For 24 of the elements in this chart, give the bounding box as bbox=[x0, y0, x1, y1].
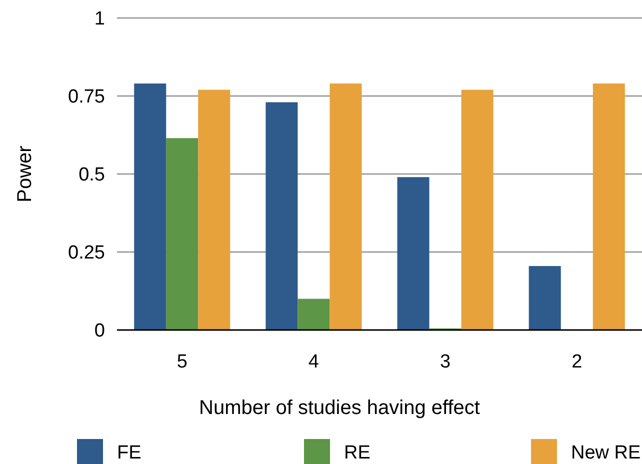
x-axis-title: Number of studies having effect bbox=[199, 397, 480, 419]
y-tick-label: 0.75 bbox=[68, 86, 105, 108]
y-tick-label: 0.5 bbox=[78, 164, 105, 186]
bar bbox=[198, 90, 230, 330]
y-axis-title: Power bbox=[14, 145, 36, 202]
legend-label: RE bbox=[344, 442, 370, 464]
bar bbox=[461, 90, 494, 330]
bar bbox=[134, 84, 166, 330]
x-tick-label: 4 bbox=[308, 352, 320, 373]
bar bbox=[592, 84, 625, 330]
bar bbox=[166, 138, 198, 330]
bar bbox=[528, 266, 561, 330]
bar bbox=[298, 298, 330, 330]
legend-label: New RE bbox=[571, 442, 641, 464]
y-tick-label: 1 bbox=[94, 8, 105, 30]
y-tick-label: 0.25 bbox=[68, 242, 105, 264]
y-tick-label: 0 bbox=[94, 320, 105, 342]
bar bbox=[330, 84, 362, 330]
x-tick-label: 3 bbox=[440, 352, 451, 373]
x-tick-label: 5 bbox=[176, 352, 188, 373]
bar bbox=[397, 177, 430, 330]
legend-label: FE bbox=[117, 442, 142, 464]
x-tick-label: 2 bbox=[572, 352, 582, 373]
bar bbox=[266, 102, 298, 330]
